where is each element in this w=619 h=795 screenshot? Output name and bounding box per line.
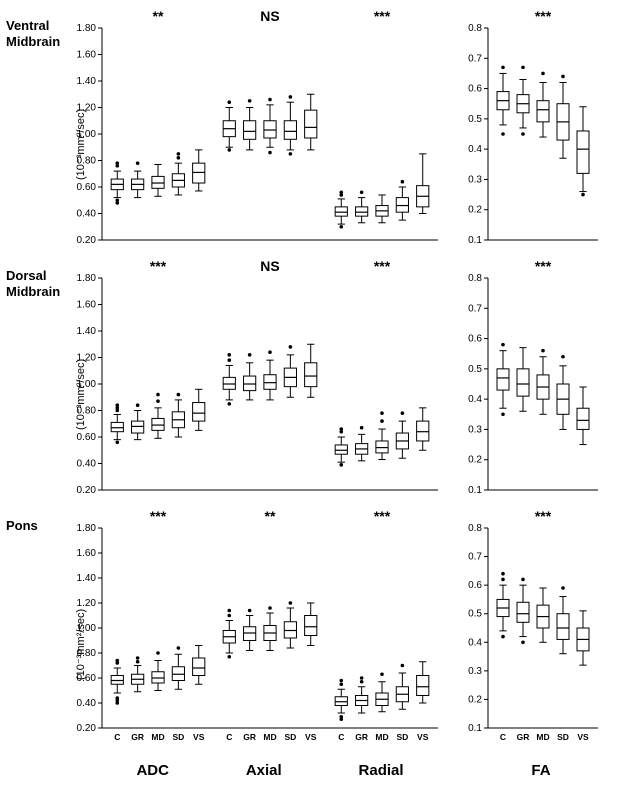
chart-grid: VentralMidbrain0.200.400.600.801.001.201… — [0, 0, 602, 795]
svg-text:0.2: 0.2 — [468, 205, 482, 216]
svg-text:0.8: 0.8 — [468, 23, 482, 34]
svg-text:0.20: 0.20 — [77, 723, 97, 734]
svg-text:MD: MD — [375, 732, 388, 742]
row-label-dorsal: DorsalMidbrain — [0, 250, 70, 500]
svg-text:1.40: 1.40 — [77, 573, 97, 584]
svg-text:GR: GR — [355, 732, 368, 742]
right-panel-ventral: 0.1 0.2 0.3 0.4 0.5 0.6 0.7 0.8 *** — [462, 0, 602, 250]
svg-text:C: C — [226, 732, 232, 742]
svg-text:0.5: 0.5 — [468, 609, 482, 620]
svg-text:VS: VS — [417, 732, 429, 742]
svg-text:0.20: 0.20 — [77, 235, 97, 246]
svg-text:1.80: 1.80 — [77, 523, 97, 534]
sig-pons-fa: *** — [513, 508, 573, 524]
svg-text:0.3: 0.3 — [468, 174, 482, 185]
sig-pons-radial: *** — [352, 508, 412, 524]
sig-ventral-axial: NS — [240, 8, 300, 24]
ylabel-dorsal: (10⁻³mm²/sec) — [74, 359, 87, 430]
svg-text:0.7: 0.7 — [468, 552, 482, 563]
svg-text:0.4: 0.4 — [468, 144, 482, 155]
sig-dorsal-adc: *** — [128, 258, 188, 274]
svg-text:0.7: 0.7 — [468, 53, 482, 64]
svg-text:0.1: 0.1 — [468, 235, 482, 246]
right-panel-dorsal: 0.1 0.2 0.3 0.4 0.5 0.6 0.7 0.8 *** — [462, 250, 602, 500]
svg-text:SD: SD — [557, 732, 569, 742]
svg-text:MD: MD — [151, 732, 164, 742]
svg-text:SD: SD — [396, 732, 408, 742]
sig-pons-axial: ** — [240, 508, 300, 524]
svg-text:0.40: 0.40 — [77, 209, 97, 220]
axis-label-adc: ADC — [136, 762, 169, 779]
ylabel-pons: (10⁻³mm²/sec) — [74, 609, 87, 680]
svg-text:C: C — [114, 732, 120, 742]
svg-text:0.5: 0.5 — [468, 114, 482, 125]
sig-dorsal-radial: *** — [352, 258, 412, 274]
svg-text:0.2: 0.2 — [468, 455, 482, 466]
sig-pons-adc: *** — [128, 508, 188, 524]
axis-label-fa: FA — [462, 762, 602, 779]
svg-text:1.40: 1.40 — [77, 326, 97, 337]
axis-label-axial: Axial — [246, 762, 282, 779]
svg-text:GR: GR — [243, 732, 256, 742]
sig-dorsal-axial: NS — [240, 258, 300, 274]
svg-text:0.20: 0.20 — [77, 485, 97, 496]
svg-text:VS: VS — [577, 732, 589, 742]
svg-text:C: C — [500, 732, 506, 742]
svg-text:1.80: 1.80 — [77, 273, 97, 284]
svg-text:GR: GR — [131, 732, 144, 742]
svg-text:0.8: 0.8 — [468, 523, 482, 534]
bottom-labels: ADC Axial Radial FA — [70, 750, 602, 795]
svg-text:0.3: 0.3 — [468, 424, 482, 435]
ylabel-ventral: (10⁻³mm²/sec) — [74, 109, 87, 180]
svg-text:0.4: 0.4 — [468, 394, 482, 405]
svg-text:0.6: 0.6 — [468, 580, 482, 591]
svg-text:1.60: 1.60 — [77, 50, 97, 61]
left-panel-pons: 0.200.400.600.801.001.201.401.601.80CGRM… — [70, 500, 442, 750]
svg-text:0.40: 0.40 — [77, 698, 97, 709]
svg-text:0.60: 0.60 — [77, 432, 97, 443]
sig-ventral-fa: *** — [513, 8, 573, 24]
sig-ventral-adc: ** — [128, 8, 188, 24]
svg-text:SD: SD — [284, 732, 296, 742]
svg-text:0.3: 0.3 — [468, 666, 482, 677]
axis-label-radial: Radial — [359, 762, 404, 779]
sig-ventral-radial: *** — [352, 8, 412, 24]
svg-text:GR: GR — [517, 732, 530, 742]
left-panel-dorsal: 0.200.400.600.801.001.201.401.601.80***N… — [70, 250, 442, 500]
svg-text:0.60: 0.60 — [77, 182, 97, 193]
row-label-ventral: VentralMidbrain — [0, 0, 70, 250]
svg-text:0.8: 0.8 — [468, 273, 482, 284]
svg-text:1.80: 1.80 — [77, 23, 97, 34]
sig-dorsal-fa: *** — [513, 258, 573, 274]
svg-text:0.6: 0.6 — [468, 84, 482, 95]
svg-text:1.60: 1.60 — [77, 300, 97, 311]
svg-text:MD: MD — [263, 732, 276, 742]
svg-text:C: C — [338, 732, 344, 742]
svg-text:MD: MD — [536, 732, 549, 742]
svg-text:VS: VS — [193, 732, 205, 742]
row-label-pons: Pons — [0, 500, 70, 750]
svg-text:0.40: 0.40 — [77, 459, 97, 470]
svg-text:1.40: 1.40 — [77, 76, 97, 87]
svg-text:0.6: 0.6 — [468, 334, 482, 345]
svg-text:0.2: 0.2 — [468, 694, 482, 705]
svg-text:0.4: 0.4 — [468, 637, 482, 648]
svg-text:1.20: 1.20 — [77, 598, 97, 609]
svg-text:0.5: 0.5 — [468, 364, 482, 375]
svg-text:SD: SD — [172, 732, 184, 742]
right-panel-pons: 0.1 0.2 0.3 0.4 0.5 0.6 0.7 0.8 C GR MD SD VS *** — [462, 500, 602, 750]
left-panel-ventral: 0.200.400.600.801.001.201.401.601.80**NS… — [70, 0, 442, 250]
svg-text:0.7: 0.7 — [468, 303, 482, 314]
svg-text:VS: VS — [305, 732, 317, 742]
svg-text:1.60: 1.60 — [77, 548, 97, 559]
svg-text:0.1: 0.1 — [468, 485, 482, 496]
svg-text:0.1: 0.1 — [468, 723, 482, 734]
